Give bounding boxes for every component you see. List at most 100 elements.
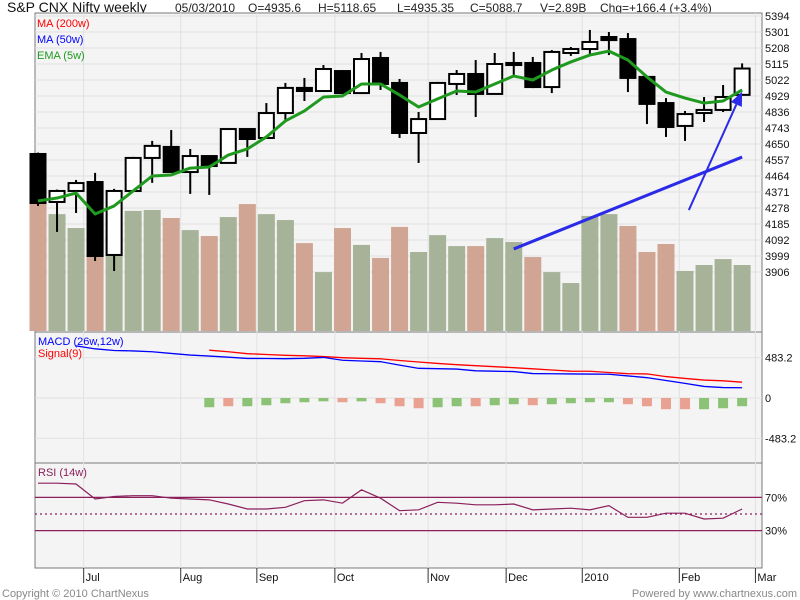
macd-histogram-bar <box>432 398 443 408</box>
chart-header: S&P CNX Nifty weekly 05/03/2010 O=4935.6… <box>7 0 712 15</box>
macd-histogram-bar <box>204 398 215 408</box>
candle <box>410 112 428 163</box>
price-tick-label: 4836 <box>765 107 789 119</box>
legend-ma50: MA (50w) <box>37 34 83 46</box>
macd-indicator <box>75 345 748 410</box>
candle <box>581 29 599 56</box>
month-label: Oct <box>337 572 354 584</box>
macd-histogram-bar <box>660 398 671 410</box>
volume-bar <box>562 283 580 331</box>
macd-histogram-bar <box>318 398 329 402</box>
candle <box>29 152 47 206</box>
legend-ma200: MA (200w) <box>37 18 90 30</box>
candle <box>238 128 256 157</box>
volume-bar <box>295 243 313 331</box>
month-label: Mar <box>757 572 776 584</box>
candle-body-down <box>295 86 313 93</box>
volume-bar <box>200 236 218 331</box>
volume-bar <box>581 215 599 331</box>
candle <box>67 179 85 213</box>
volume-bar <box>524 257 542 331</box>
macd-histogram-bar <box>718 398 729 409</box>
candle-body-up <box>676 113 694 127</box>
candle-body-up <box>67 182 85 192</box>
price-tick-label: 4650 <box>765 139 789 151</box>
header-low: L=4935.35 <box>397 1 454 15</box>
volume-bar <box>410 252 428 331</box>
candle <box>676 110 694 141</box>
macd-histogram-bar <box>394 398 405 407</box>
header-change: Chg=+166.4 (+3.4%) <box>600 1 712 15</box>
volume-bar <box>29 203 47 331</box>
volume-bar <box>162 217 180 331</box>
volume-bar <box>695 265 713 331</box>
footer-powered-by[interactable]: Powered by www.chartnexus.com <box>632 588 797 600</box>
price-tick-label: 5394 <box>765 11 789 23</box>
volume-bar <box>638 252 656 331</box>
macd-histogram-bar <box>603 398 614 403</box>
volume-bar <box>257 214 275 331</box>
candle <box>638 75 656 125</box>
candle <box>695 97 713 122</box>
macd-histogram-bar <box>527 398 538 406</box>
volume-bar <box>48 214 66 331</box>
candle-body-down <box>86 181 104 257</box>
macd-histogram-bar <box>413 398 424 409</box>
volume-bars <box>29 203 751 331</box>
candle <box>86 172 104 261</box>
macd-histogram-bar <box>470 398 481 407</box>
price-tick-label: 4743 <box>765 123 789 135</box>
volume-bar <box>676 270 694 331</box>
volume-bar <box>543 272 561 331</box>
volume-bar <box>333 228 351 331</box>
volume-bar <box>143 209 161 331</box>
volume-bar <box>181 230 199 331</box>
price-tick-label: 4464 <box>765 171 789 183</box>
price-tick-label: 4929 <box>765 91 789 103</box>
month-label: Sep <box>259 572 279 584</box>
macd-histogram-bar <box>546 398 557 405</box>
header-volume: V=2.89B <box>540 1 586 15</box>
volume-bar <box>314 272 332 331</box>
candle-body-down <box>238 128 256 141</box>
candle-body-down <box>162 145 180 174</box>
macd-histogram-bar <box>242 398 253 407</box>
candle <box>276 82 294 120</box>
price-tick-label: 3906 <box>765 267 789 279</box>
legend-signal: Signal(9) <box>38 348 82 360</box>
candle <box>124 156 142 192</box>
month-label: Jul <box>86 572 100 584</box>
trendline-annotation <box>513 155 743 251</box>
candle <box>391 78 409 138</box>
volume-bar <box>619 225 637 331</box>
header-high: H=5118.65 <box>318 1 376 15</box>
ema-line <box>37 49 743 216</box>
macd-histogram-bar <box>489 398 500 406</box>
month-label: Feb <box>681 572 700 584</box>
price-tick-label: 5208 <box>765 43 789 55</box>
candle <box>733 63 751 96</box>
volume-bar <box>372 257 390 331</box>
volume-bar <box>505 241 523 331</box>
price-tick-label: 5022 <box>765 75 789 87</box>
header-date: 05/03/2010 <box>175 1 235 15</box>
volume-bar <box>448 246 466 331</box>
macd-tick-label: 0 <box>765 393 771 405</box>
volume-bar <box>467 246 485 331</box>
chart-title: S&P CNX Nifty weekly <box>7 0 147 15</box>
price-tick-label: 4185 <box>765 219 789 231</box>
candle <box>162 130 180 174</box>
legend-ema5: EMA (5w) <box>37 50 85 62</box>
volume-bar <box>276 220 294 331</box>
volume-bar <box>353 244 371 331</box>
macd-histogram-bar <box>299 398 310 403</box>
legend-macd: MACD (26w,12w) <box>38 336 124 348</box>
macd-histogram-bar <box>451 398 462 407</box>
rsi-pane <box>34 462 763 569</box>
candle-body-up <box>562 48 580 54</box>
candle-body-down <box>505 61 523 67</box>
macd-histogram-bar <box>356 398 367 402</box>
macd-histogram-bar <box>565 398 576 404</box>
volume-bar <box>238 204 256 331</box>
